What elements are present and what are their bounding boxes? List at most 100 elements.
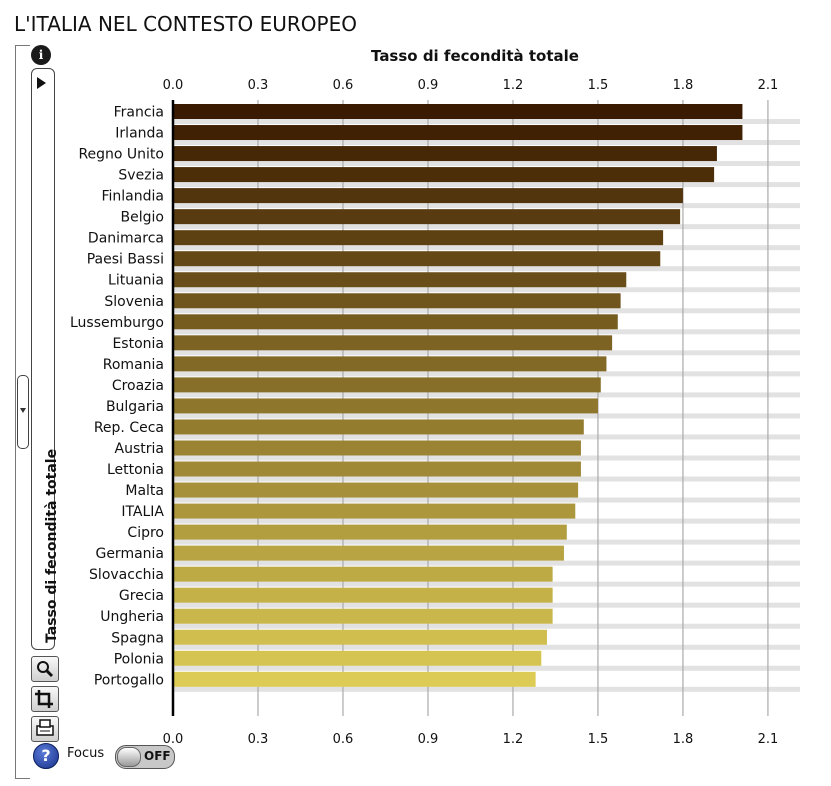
category-label: Belgio [121, 210, 164, 226]
bar-regno-unito[interactable] [173, 146, 717, 162]
focus-toggle[interactable]: OFF [115, 745, 175, 769]
row-stripe [173, 350, 800, 356]
category-label: Ungheria [100, 609, 164, 625]
row-stripe [173, 413, 800, 419]
panel-resize-handle[interactable] [17, 375, 29, 449]
category-label: ITALIA [121, 504, 164, 520]
row-stripe [173, 266, 800, 272]
bar-finlandia[interactable] [173, 188, 683, 204]
bottom-tick-label: 0.9 [418, 732, 439, 747]
category-label: Romania [103, 357, 164, 373]
crop-icon [35, 690, 53, 708]
bar-paesi-bassi[interactable] [173, 251, 661, 267]
top-tick-label: 0.3 [248, 78, 269, 93]
indicator-tab[interactable] [31, 68, 55, 650]
row-stripe [173, 455, 800, 461]
top-tick-label: 2.1 [758, 78, 779, 93]
zoom-button[interactable] [31, 656, 59, 682]
category-label: Estonia [112, 336, 164, 352]
bar-bulgaria[interactable] [173, 398, 598, 414]
print-button[interactable] [31, 716, 59, 742]
category-label: Danimarca [88, 231, 164, 247]
bottom-tick-label: 0.0 [163, 732, 184, 747]
bar-austria[interactable] [173, 440, 581, 456]
play-icon[interactable] [37, 77, 46, 89]
category-label: Spagna [111, 630, 164, 646]
bar-portogallo[interactable] [173, 671, 536, 687]
bar-croazia[interactable] [173, 377, 601, 393]
row-stripe [173, 602, 800, 608]
bar-lussemburgo[interactable] [173, 314, 618, 330]
crop-button[interactable] [31, 686, 59, 712]
gridlines [173, 100, 800, 716]
category-labels: Francia Irlanda Regno Unito Svezia Finlandia… [70, 105, 164, 689]
bottom-tick-label: 1.2 [503, 732, 524, 747]
category-label: Lussemburgo [70, 315, 164, 331]
row-stripe [173, 581, 800, 587]
top-tick-label: 1.8 [673, 78, 694, 93]
category-label: Irlanda [115, 126, 164, 142]
chart-title: Tasso di fecondità totale [371, 47, 579, 65]
bar-francia[interactable] [173, 104, 743, 119]
bar-slovenia[interactable] [173, 293, 621, 309]
row-stripe [173, 245, 800, 251]
bar-polonia[interactable] [173, 650, 542, 666]
bar-rep-ceca[interactable] [173, 419, 584, 435]
help-icon[interactable]: ? [33, 743, 59, 769]
bar-grecia[interactable] [173, 587, 553, 603]
bar-lettonia[interactable] [173, 461, 581, 477]
top-tick-label: 0.0 [163, 78, 184, 93]
bar-slovacchia[interactable] [173, 566, 553, 582]
bottom-tick-label: 1.5 [588, 732, 609, 747]
bar-belgio[interactable] [173, 209, 681, 225]
category-label: Slovacchia [89, 567, 164, 583]
bar-cipro[interactable] [173, 524, 567, 540]
bar-romania[interactable] [173, 356, 607, 372]
bar-lituania[interactable] [173, 272, 627, 288]
category-label: Finlandia [102, 189, 165, 205]
bottom-tick-label: 1.8 [673, 732, 694, 747]
bar-malta[interactable] [173, 482, 579, 498]
category-label: Croazia [112, 378, 164, 394]
top-tick-label: 1.2 [503, 78, 524, 93]
row-stripe [173, 119, 800, 124]
bottom-tick-label: 0.3 [248, 732, 269, 747]
category-label: Slovenia [104, 294, 164, 310]
category-label: Lituania [108, 273, 164, 289]
bar-ungheria[interactable] [173, 608, 553, 624]
bar-danimarca[interactable] [173, 230, 664, 246]
row-stripe [173, 434, 800, 440]
category-label: Austria [115, 441, 164, 457]
row-stripe [173, 518, 800, 524]
focus-toggle-knob[interactable] [117, 747, 141, 767]
info-icon[interactable]: i [31, 45, 51, 65]
bar-svezia[interactable] [173, 167, 715, 183]
bar-estonia[interactable] [173, 335, 613, 351]
row-stripe [173, 287, 800, 293]
category-label: Portogallo [94, 672, 164, 688]
row-stripe [173, 308, 800, 314]
row-stripe [173, 665, 800, 671]
category-label: Rep. Ceca [94, 420, 164, 436]
category-label: Malta [125, 483, 164, 499]
row-stripe [173, 329, 800, 335]
print-icon [36, 719, 54, 736]
category-label: Paesi Bassi [87, 252, 164, 268]
row-stripe [173, 539, 800, 545]
row-stripe [173, 161, 800, 167]
bar-germania[interactable] [173, 545, 564, 561]
bar-irlanda[interactable] [173, 125, 743, 141]
category-label: Regno Unito [78, 147, 164, 163]
bar-spagna[interactable] [173, 629, 547, 645]
category-label: Bulgaria [106, 399, 164, 415]
category-label: Germania [95, 546, 164, 562]
category-label: Francia [114, 105, 164, 121]
row-stripe [173, 371, 800, 377]
row-stripe [173, 392, 800, 398]
category-label: Svezia [118, 168, 164, 184]
bottom-tick-label: 2.1 [758, 732, 779, 747]
focus-state-text: OFF [144, 749, 171, 763]
bar-italia[interactable] [173, 503, 576, 519]
chevron-down-icon [20, 408, 26, 413]
